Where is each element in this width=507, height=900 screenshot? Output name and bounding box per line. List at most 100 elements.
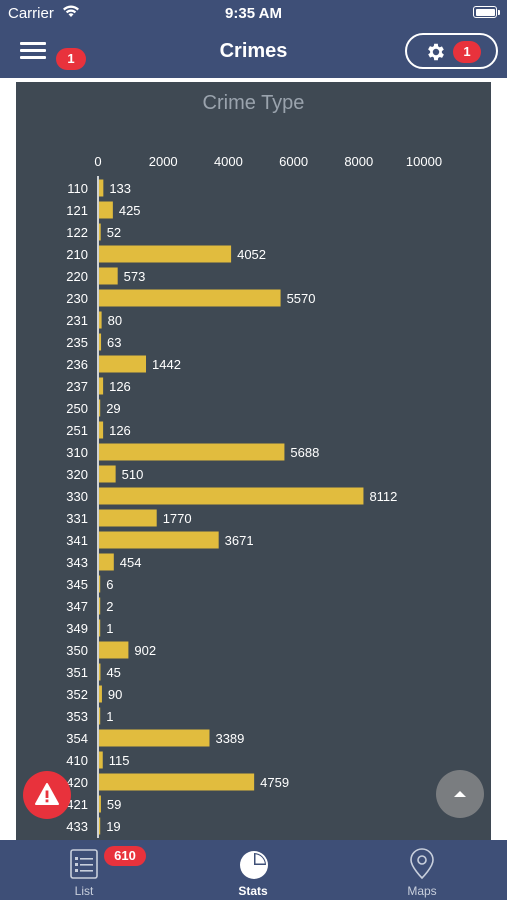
value-label: 573 <box>124 269 146 284</box>
x-tick-label: 2000 <box>149 154 178 169</box>
value-label: 8112 <box>369 489 397 504</box>
bar <box>99 289 281 307</box>
bar <box>99 751 103 769</box>
bar <box>99 245 232 263</box>
category-label: 230 <box>66 291 88 306</box>
value-label: 52 <box>107 225 121 240</box>
category-label: 237 <box>66 379 88 394</box>
settings-button[interactable]: 1 <box>405 33 498 69</box>
category-label: 352 <box>66 687 88 702</box>
gear-icon <box>428 43 444 61</box>
battery-icon <box>473 6 497 18</box>
category-label: 220 <box>66 269 88 284</box>
bar <box>99 685 102 703</box>
category-label: 110 <box>67 181 88 196</box>
carrier-label: Carrier <box>8 5 54 22</box>
bar <box>99 333 102 351</box>
list-count-badge: 610 <box>104 846 146 866</box>
stats-content[interactable]: Crime Type 0 2000 4000 6000 8000 10000 110 133 1… <box>0 78 507 840</box>
category-label: 236 <box>66 357 88 372</box>
value-label: 1442 <box>152 357 181 372</box>
value-label: 4052 <box>237 247 266 262</box>
x-tick-label: 0 <box>94 154 101 169</box>
scroll-to-top-button[interactable] <box>436 770 484 818</box>
x-tick-label: 8000 <box>344 154 373 169</box>
list-icon <box>70 849 98 879</box>
tab-maps-label: Maps <box>407 884 437 898</box>
value-label: 4759 <box>260 775 289 790</box>
tab-bar: 610 List Stats Maps <box>0 840 507 900</box>
value-label: 5570 <box>287 291 316 306</box>
category-label: 351 <box>66 665 88 680</box>
warning-triangle-icon <box>35 783 59 805</box>
bar <box>99 729 210 747</box>
category-label: 310 <box>66 445 88 460</box>
chevron-up-icon <box>454 791 466 797</box>
value-label: 454 <box>120 555 142 570</box>
tab-stats-label: Stats <box>238 884 268 898</box>
bar <box>99 773 255 791</box>
bar <box>99 201 113 219</box>
chart-title: Crime Type <box>202 92 305 114</box>
tab-list[interactable]: 610 List <box>24 840 146 900</box>
pie-chart-icon <box>240 851 268 879</box>
tab-maps[interactable]: Maps <box>362 840 482 900</box>
wifi-icon <box>63 5 79 17</box>
bar <box>99 817 101 835</box>
value-label: 115 <box>109 753 130 768</box>
value-label: 90 <box>108 687 122 702</box>
value-label: 3671 <box>225 533 254 548</box>
category-label: 353 <box>66 709 88 724</box>
navigation-bar: Carrier 9:35 AM 1 Crimes 1 <box>0 0 507 78</box>
bar <box>99 663 101 681</box>
bar <box>99 641 129 659</box>
menu-badge: 1 <box>56 48 86 70</box>
category-label: 121 <box>66 203 88 218</box>
bar <box>99 531 219 549</box>
bar <box>99 443 285 461</box>
category-label: 349 <box>66 621 88 636</box>
bar <box>99 597 101 615</box>
x-tick-label: 4000 <box>214 154 243 169</box>
category-label: 251 <box>66 423 88 438</box>
category-label: 350 <box>66 643 88 658</box>
value-label: 425 <box>119 203 141 218</box>
bar <box>99 267 118 285</box>
value-label: 133 <box>109 181 131 196</box>
category-label: 330 <box>66 489 88 504</box>
bar <box>99 707 101 725</box>
tab-list-label: List <box>74 884 94 898</box>
value-label: 19 <box>106 819 120 834</box>
report-alert-button[interactable] <box>23 771 71 819</box>
bar <box>99 619 101 637</box>
bar <box>99 223 101 241</box>
category-label: 421 <box>66 797 88 812</box>
category-label: 420 <box>66 775 88 790</box>
value-label: 902 <box>134 643 156 658</box>
category-label: 122 <box>66 225 88 240</box>
value-label: 1 <box>106 621 113 636</box>
bar <box>99 399 101 417</box>
category-label: 410 <box>66 753 88 768</box>
category-label: 354 <box>66 731 88 746</box>
page-title: Crimes <box>219 40 288 62</box>
value-label: 3389 <box>215 731 244 746</box>
bar <box>99 421 104 439</box>
menu-button[interactable] <box>18 38 48 66</box>
x-tick-label: 6000 <box>279 154 308 169</box>
bar <box>99 575 101 593</box>
value-label: 45 <box>106 665 120 680</box>
category-label: 320 <box>66 467 88 482</box>
category-label: 331 <box>66 511 88 526</box>
tab-stats[interactable]: Stats <box>193 840 313 900</box>
category-label: 433 <box>66 819 88 834</box>
value-label: 63 <box>107 335 121 350</box>
category-label: 343 <box>66 555 88 570</box>
category-label: 210 <box>66 247 88 262</box>
category-label: 250 <box>66 401 88 416</box>
battery-tip <box>498 10 500 15</box>
status-time: 9:35 AM <box>225 5 282 22</box>
bar <box>99 487 364 505</box>
value-label: 1 <box>106 709 113 724</box>
value-label: 80 <box>108 313 122 328</box>
